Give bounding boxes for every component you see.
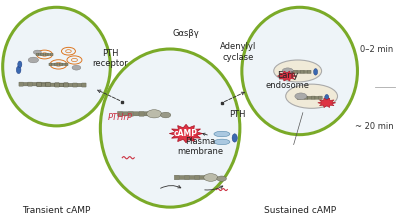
FancyBboxPatch shape <box>60 63 63 66</box>
FancyBboxPatch shape <box>59 83 64 87</box>
FancyBboxPatch shape <box>134 112 139 116</box>
Ellipse shape <box>286 84 338 108</box>
FancyBboxPatch shape <box>297 96 301 99</box>
Ellipse shape <box>3 7 110 126</box>
Ellipse shape <box>16 66 21 74</box>
Ellipse shape <box>214 139 230 145</box>
FancyBboxPatch shape <box>290 70 294 73</box>
FancyBboxPatch shape <box>59 83 64 87</box>
Text: PTHrP: PTHrP <box>108 113 133 122</box>
FancyBboxPatch shape <box>195 175 200 180</box>
FancyBboxPatch shape <box>184 175 189 180</box>
Circle shape <box>28 57 38 63</box>
Text: PTH
receptor: PTH receptor <box>92 49 128 69</box>
Circle shape <box>295 93 307 99</box>
Text: Early
endosome: Early endosome <box>266 71 310 90</box>
FancyBboxPatch shape <box>54 63 57 66</box>
FancyBboxPatch shape <box>55 83 59 87</box>
Ellipse shape <box>100 49 240 207</box>
FancyBboxPatch shape <box>308 70 311 73</box>
FancyBboxPatch shape <box>41 53 44 56</box>
FancyBboxPatch shape <box>123 112 128 116</box>
FancyBboxPatch shape <box>315 96 319 99</box>
FancyBboxPatch shape <box>150 111 155 116</box>
Ellipse shape <box>314 69 318 75</box>
FancyBboxPatch shape <box>190 175 194 179</box>
FancyBboxPatch shape <box>64 83 68 87</box>
FancyBboxPatch shape <box>308 96 312 99</box>
FancyBboxPatch shape <box>28 82 32 86</box>
Text: Sustained cAMP: Sustained cAMP <box>264 206 336 215</box>
FancyBboxPatch shape <box>36 53 39 56</box>
FancyBboxPatch shape <box>50 83 55 87</box>
FancyBboxPatch shape <box>55 83 59 87</box>
FancyBboxPatch shape <box>144 112 150 116</box>
FancyBboxPatch shape <box>57 63 60 65</box>
Circle shape <box>204 174 218 181</box>
Circle shape <box>217 176 226 181</box>
FancyBboxPatch shape <box>64 83 68 87</box>
FancyBboxPatch shape <box>65 63 68 66</box>
FancyBboxPatch shape <box>62 63 65 65</box>
FancyBboxPatch shape <box>48 53 51 55</box>
FancyBboxPatch shape <box>49 63 52 66</box>
FancyBboxPatch shape <box>297 70 301 73</box>
Text: Transient cAMP: Transient cAMP <box>22 206 91 215</box>
Ellipse shape <box>18 61 22 68</box>
FancyBboxPatch shape <box>38 53 41 55</box>
FancyBboxPatch shape <box>300 70 304 73</box>
Text: 0–2 min: 0–2 min <box>360 44 393 53</box>
FancyBboxPatch shape <box>318 96 322 99</box>
FancyBboxPatch shape <box>294 70 297 73</box>
FancyBboxPatch shape <box>118 111 123 116</box>
FancyBboxPatch shape <box>77 83 82 87</box>
FancyBboxPatch shape <box>46 82 50 86</box>
Ellipse shape <box>242 7 358 135</box>
Text: PTH: PTH <box>230 110 246 120</box>
FancyBboxPatch shape <box>304 96 308 99</box>
FancyBboxPatch shape <box>68 83 73 87</box>
FancyBboxPatch shape <box>46 83 50 87</box>
Circle shape <box>33 50 41 55</box>
Ellipse shape <box>232 134 237 142</box>
FancyBboxPatch shape <box>24 82 28 86</box>
Ellipse shape <box>325 94 329 101</box>
Circle shape <box>160 112 171 118</box>
Text: Plasma
membrane: Plasma membrane <box>177 137 223 156</box>
FancyBboxPatch shape <box>37 83 41 87</box>
FancyBboxPatch shape <box>41 82 46 86</box>
FancyBboxPatch shape <box>287 70 290 73</box>
FancyBboxPatch shape <box>174 175 179 180</box>
FancyBboxPatch shape <box>32 82 37 86</box>
FancyBboxPatch shape <box>82 83 86 87</box>
Polygon shape <box>277 71 296 81</box>
Circle shape <box>147 110 162 118</box>
Text: cAMP: cAMP <box>174 129 198 138</box>
FancyBboxPatch shape <box>128 111 133 116</box>
Circle shape <box>282 68 293 74</box>
Ellipse shape <box>274 60 322 82</box>
FancyBboxPatch shape <box>50 53 53 56</box>
Ellipse shape <box>214 131 230 137</box>
FancyBboxPatch shape <box>200 175 205 179</box>
Polygon shape <box>169 124 203 143</box>
FancyBboxPatch shape <box>52 63 54 65</box>
FancyBboxPatch shape <box>19 82 23 86</box>
FancyBboxPatch shape <box>73 83 77 87</box>
FancyBboxPatch shape <box>37 82 41 86</box>
Text: Gαsβγ: Gαsβγ <box>173 29 200 38</box>
FancyBboxPatch shape <box>311 96 315 99</box>
Polygon shape <box>318 98 336 107</box>
Text: ~ 20 min: ~ 20 min <box>355 122 393 131</box>
FancyBboxPatch shape <box>304 70 308 73</box>
FancyBboxPatch shape <box>43 53 46 55</box>
FancyBboxPatch shape <box>180 175 184 179</box>
Text: Adenylyl
cyclase: Adenylyl cyclase <box>220 42 256 62</box>
FancyBboxPatch shape <box>139 111 144 116</box>
FancyBboxPatch shape <box>46 53 48 56</box>
FancyBboxPatch shape <box>41 83 46 87</box>
FancyBboxPatch shape <box>205 175 210 180</box>
FancyBboxPatch shape <box>301 96 304 99</box>
Circle shape <box>72 65 81 70</box>
